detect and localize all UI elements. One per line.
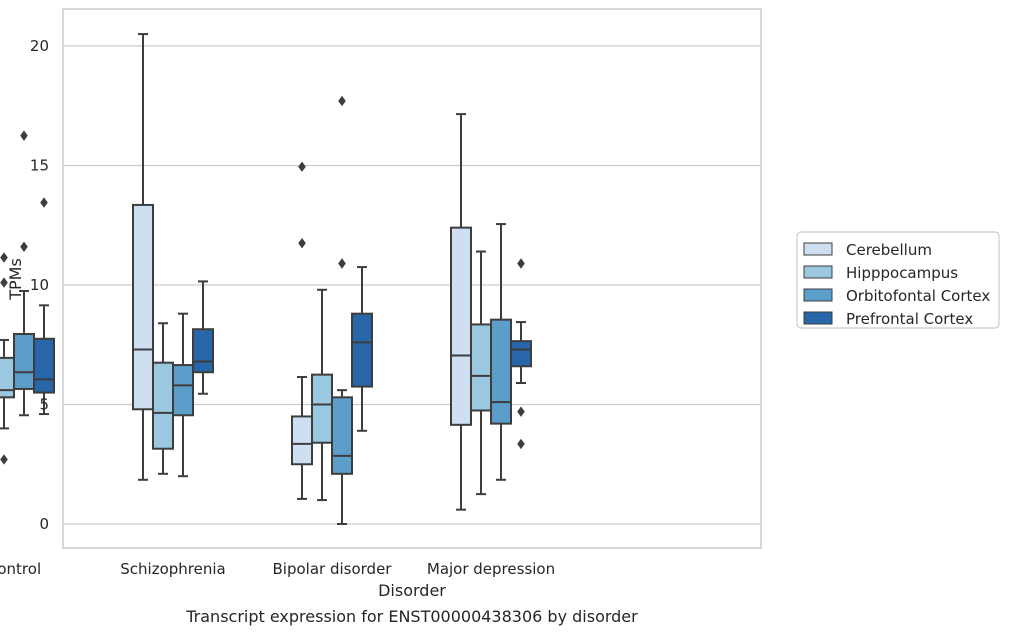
box-body — [152, 361, 174, 450]
x-tick-label: Schizophrenia — [120, 560, 225, 578]
legend-swatch — [803, 288, 833, 302]
x-axis-ticks: Control Schizophrenia Bipolar disorder Majo… — [0, 560, 555, 578]
box-1-1 — [152, 322, 174, 475]
box-body — [490, 318, 512, 425]
box-0-3 — [33, 197, 55, 416]
x-tick-label: Bipolar disorder — [273, 560, 393, 578]
y-tick-label: 10 — [30, 276, 49, 294]
outlier-point — [0, 252, 8, 263]
legend-entry-label: Cerebellum — [846, 241, 932, 259]
outlier-point — [517, 438, 525, 450]
y-tick-label: 20 — [30, 37, 49, 55]
legend-entry-label: Hipppocampus — [846, 264, 958, 282]
legend-swatch — [803, 265, 833, 279]
box-2-1 — [311, 288, 333, 502]
x-axis-label: Disorder — [378, 581, 446, 600]
box-body — [311, 373, 333, 444]
legend-swatch — [803, 311, 833, 325]
box-body — [172, 364, 194, 417]
outlier-point — [517, 406, 525, 417]
box-body — [470, 323, 492, 412]
box-2-0 — [291, 161, 313, 500]
outlier-point — [20, 241, 28, 252]
box-1-0 — [132, 33, 154, 481]
x-tick-label: Major depression — [427, 560, 555, 578]
y-tick-label: 0 — [39, 515, 49, 533]
gridlines — [63, 45, 761, 525]
y-tick-label: 5 — [39, 396, 49, 414]
outlier-point — [298, 237, 306, 249]
box-body — [450, 226, 472, 426]
plot-area-frame — [62, 8, 762, 549]
box-1-3 — [192, 280, 214, 395]
legend: Cerebellum Hipppocampus Orbitofontal Corte… — [796, 231, 1000, 329]
outlier-point — [0, 454, 8, 465]
outlier-point — [338, 258, 346, 269]
box-2-2 — [331, 95, 353, 525]
x-tick-label: Control — [0, 560, 41, 578]
box-3-2 — [490, 223, 512, 481]
legend-frame — [796, 231, 1000, 329]
chart-caption: Transcript expression for ENST0000043830… — [185, 607, 638, 626]
legend-swatch — [803, 242, 833, 256]
box-3-3 — [510, 258, 532, 450]
box-body — [0, 356, 15, 399]
y-axis-label: TPMs — [6, 258, 25, 301]
box-body — [13, 332, 35, 390]
box-3-0 — [450, 113, 472, 511]
box-body — [510, 340, 532, 368]
boxes — [0, 33, 532, 525]
box-2-3 — [351, 266, 373, 432]
box-0-1 — [0, 252, 15, 465]
outlier-point — [0, 277, 8, 288]
box-body — [351, 312, 373, 388]
outlier-point — [298, 161, 306, 172]
box-body — [33, 337, 55, 394]
legend-entry-label: Orbitofontal Cortex — [846, 287, 990, 305]
box-body — [331, 396, 353, 475]
box-body — [291, 415, 313, 466]
y-axis-ticks: 0 5 10 15 20 — [30, 37, 49, 533]
box-3-1 — [470, 250, 492, 496]
outlier-point — [20, 130, 28, 141]
outlier-point — [40, 197, 48, 208]
y-tick-label: 15 — [30, 157, 49, 175]
box-body — [132, 203, 154, 411]
legend-entry-label: Prefrontal Cortex — [846, 310, 973, 328]
box-1-2 — [172, 312, 194, 478]
outlier-point — [517, 258, 525, 269]
outlier-point — [338, 95, 346, 107]
box-body — [192, 328, 214, 374]
